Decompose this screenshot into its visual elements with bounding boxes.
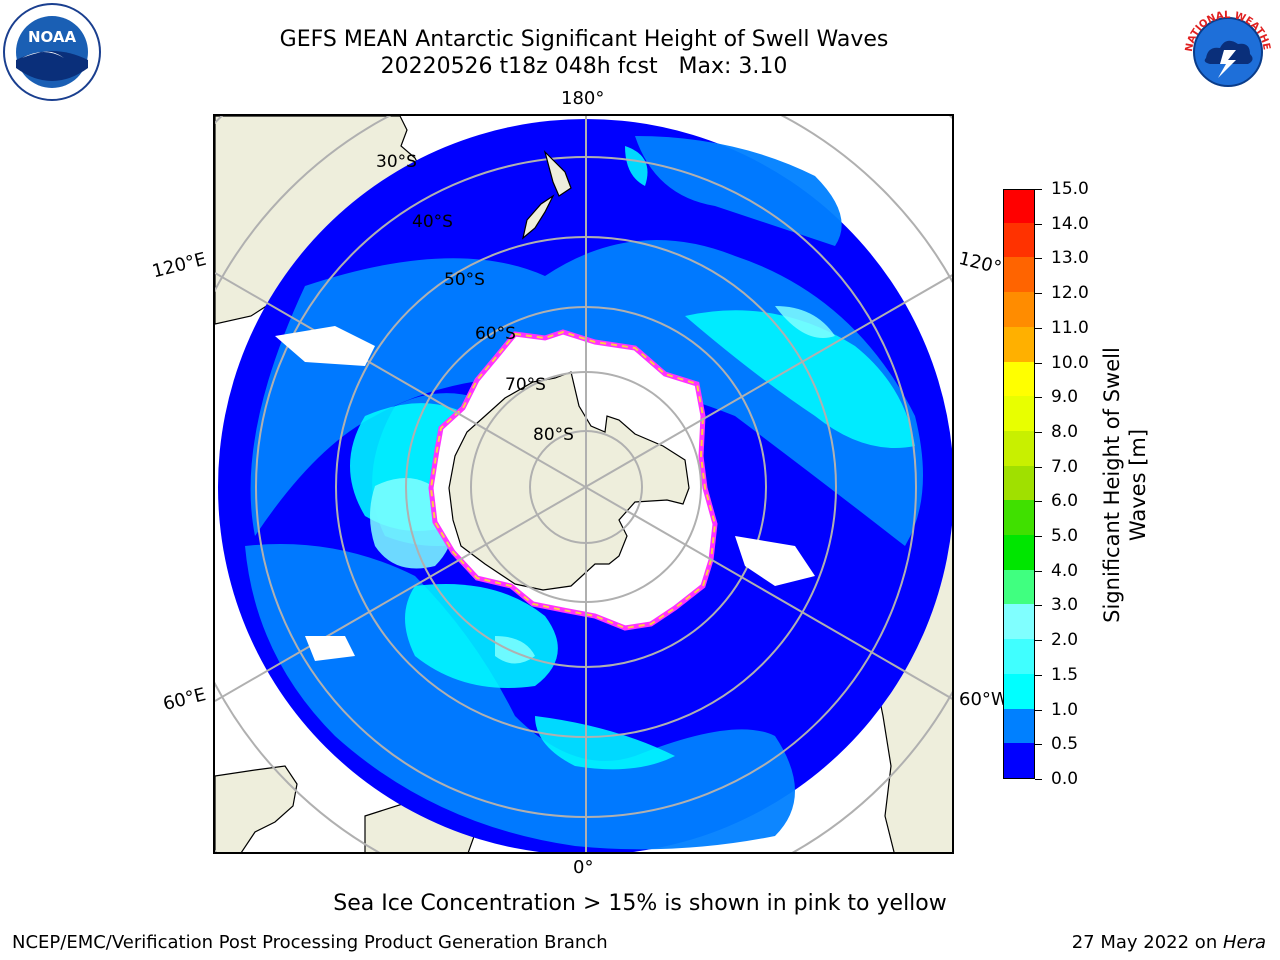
colorbar-tick-label: 12.0	[1051, 283, 1089, 304]
colorbar-tick-mark	[1035, 501, 1042, 503]
colorbar-tick-label: 14.0	[1051, 213, 1089, 234]
colorbar-tick-label: 0.0	[1051, 769, 1079, 789]
colorbar-tick-mark	[1035, 327, 1042, 329]
colorbar-segment	[1004, 569, 1034, 605]
lon-label-120e: 120°E	[150, 248, 209, 283]
colorbar-segment	[1004, 534, 1034, 570]
colorbar-segment	[1004, 465, 1034, 501]
lon-label-0: 0°	[573, 857, 594, 878]
lat-label-60s: 60°S	[475, 324, 516, 344]
colorbar-tick-mark	[1035, 744, 1042, 746]
small-ice-patches	[275, 326, 815, 661]
map-panel	[213, 114, 954, 854]
colorbar-tick-label: 1.0	[1051, 699, 1079, 720]
noaa-logo-text: NOAA	[28, 28, 77, 46]
colorbar-segment	[1004, 499, 1034, 536]
colorbar-segment	[1004, 742, 1034, 778]
colorbar-tick-label: 5.0	[1051, 526, 1079, 547]
colorbar-tick-label: 1.5	[1051, 664, 1079, 685]
colorbar-tick-mark	[1035, 674, 1042, 676]
colorbar-tick-mark	[1035, 536, 1042, 538]
colorbar-segment	[1004, 222, 1034, 258]
chart-title: GEFS MEAN Antarctic Significant Height o…	[279, 27, 889, 52]
colorbar-segment	[1004, 190, 1034, 223]
lat-label-70s: 70°S	[505, 375, 546, 395]
africa-land	[215, 765, 298, 852]
footer-date-text: 27 May 2022 on	[1071, 932, 1223, 953]
lat-label-40s: 40°S	[412, 212, 453, 232]
colorbar-tick-label: 4.0	[1051, 560, 1079, 581]
colorbar-segment	[1004, 430, 1034, 466]
colorbar-segment	[1004, 708, 1034, 744]
colorbar-tick-mark	[1035, 779, 1042, 780]
colorbar-tick-mark	[1035, 293, 1042, 295]
colorbar-segment	[1004, 326, 1034, 362]
colorbar-tick-mark	[1035, 223, 1042, 225]
colorbar-segment	[1004, 256, 1034, 293]
nws-logo: NATIONAL WEATHER SERVICE	[1178, 2, 1276, 100]
colorbar-tick-mark	[1035, 431, 1042, 433]
colorbar-tick-mark	[1035, 258, 1042, 260]
colorbar-segment	[1004, 361, 1034, 397]
lon-label-60e: 60°E	[160, 684, 209, 715]
colorbar-segment	[1004, 395, 1034, 431]
colorbar-tick-label: 9.0	[1051, 387, 1079, 408]
colorbar-tick-mark	[1035, 189, 1042, 190]
colorbar-tick-label: 15.0	[1051, 179, 1089, 199]
colorbar-segment	[1004, 673, 1034, 709]
footer-machine: Hera	[1222, 932, 1266, 953]
polar-map	[215, 116, 952, 852]
colorbar-segment	[1004, 291, 1034, 327]
sea-ice-caption: Sea Ice Concentration > 15% is shown in …	[333, 891, 947, 916]
colorbar-tick-label: 2.0	[1051, 630, 1079, 651]
new-zealand-land	[522, 149, 572, 240]
colorbar-tick-label: 11.0	[1051, 317, 1089, 338]
colorbar-tick-mark	[1035, 709, 1042, 711]
colorbar-tick-label: 8.0	[1051, 421, 1079, 442]
colorbar-tick-label: 6.0	[1051, 491, 1079, 512]
lat-label-30s: 30°S	[376, 152, 417, 172]
colorbar-tick-mark	[1035, 640, 1042, 642]
colorbar-tick-mark	[1035, 362, 1042, 364]
colorbar-tick-mark	[1035, 466, 1042, 468]
lon-label-180: 180°	[561, 88, 605, 109]
noaa-logo: NOAA	[3, 3, 101, 101]
colorbar-tick-label: 13.0	[1051, 248, 1089, 269]
colorbar-tick-label: 7.0	[1051, 456, 1079, 477]
colorbar-tick-label: 3.0	[1051, 595, 1079, 616]
colorbar-tick-mark	[1035, 397, 1042, 399]
footer-branch: NCEP/EMC/Verification Post Processing Pr…	[12, 932, 608, 953]
lon-label-60w: 60°W	[959, 689, 1009, 710]
antarctica-land	[448, 371, 690, 591]
colorbar-title-line2: Waves [m]	[1126, 428, 1150, 542]
colorbar-tick-mark	[1035, 570, 1042, 572]
lat-label-50s: 50°S	[444, 270, 485, 290]
colorbar-title: Significant Height of Swell Waves [m]	[1099, 285, 1159, 685]
colorbar-title-line1: Significant Height of Swell	[1100, 347, 1124, 623]
colorbar-segment	[1004, 638, 1034, 674]
chart-subtitle: 20220526 t18z 048h fcst Max: 3.10	[380, 54, 788, 79]
colorbar-segment	[1004, 603, 1034, 640]
colorbar-tick-label: 0.5	[1051, 734, 1079, 755]
footer-date: 27 May 2022 on Hera	[1072, 933, 1266, 953]
colorbar	[1003, 189, 1035, 779]
colorbar-tick-label: 10.0	[1051, 352, 1089, 373]
colorbar-tick-mark	[1035, 605, 1042, 607]
lat-label-80s: 80°S	[533, 425, 574, 445]
